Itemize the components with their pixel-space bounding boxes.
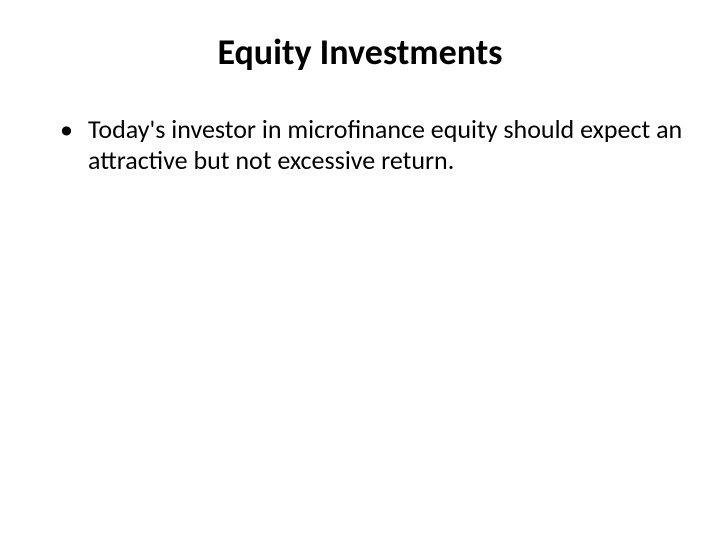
- slide-container: Equity Investments Today's investor in m…: [0, 0, 720, 540]
- slide-title: Equity Investments: [30, 30, 690, 74]
- bullet-list: Today's investor in microfinance equity …: [30, 114, 690, 176]
- bullet-item: Today's investor in microfinance equity …: [60, 114, 690, 176]
